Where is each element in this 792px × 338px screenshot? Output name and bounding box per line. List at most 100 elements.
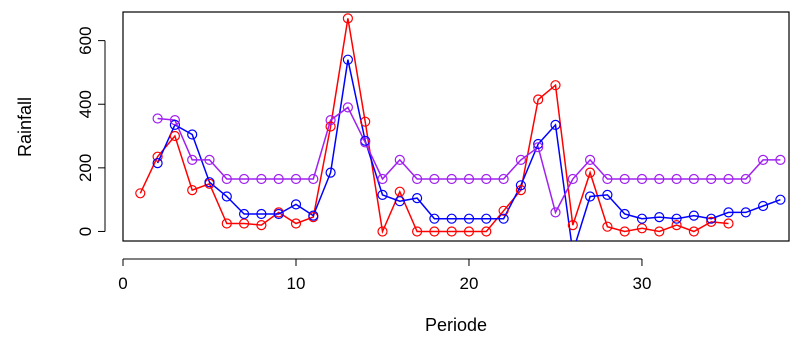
- series-1-point: [463, 226, 475, 237]
- series-2-point: [169, 119, 180, 131]
- series-3-point: [602, 173, 613, 185]
- series-3-point: [706, 173, 717, 185]
- series-3-point: [308, 173, 319, 185]
- series-1-point: [256, 220, 267, 231]
- series-1-point: [221, 218, 232, 229]
- series-2-point: [584, 191, 596, 202]
- series-1-point: [567, 220, 578, 231]
- y-tick-label: 600: [76, 26, 95, 54]
- series-3-point: [290, 173, 302, 185]
- series-1-point: [187, 185, 198, 196]
- y-tick-label: 200: [76, 154, 95, 182]
- series-1-point: [671, 220, 682, 231]
- series-3-point: [463, 173, 475, 185]
- series-3-point: [775, 154, 786, 165]
- x-tick-label: 30: [633, 274, 652, 293]
- series-1-point: [169, 130, 180, 142]
- series-2-point: [325, 167, 336, 178]
- series-3-point: [654, 173, 665, 185]
- series-2-point: [377, 189, 388, 200]
- series-3-point: [550, 207, 561, 218]
- series-2-point: [515, 180, 527, 191]
- series-3-point: [619, 173, 630, 185]
- series-2-point: [308, 210, 319, 221]
- x-tick-label: 10: [287, 274, 306, 293]
- series-line-2: [156, 59, 781, 241]
- series-2-point: [568, 248, 577, 257]
- series-3-point: [169, 114, 180, 126]
- series-2-point: [412, 193, 423, 204]
- series-2-point: [775, 194, 786, 205]
- x-tick-label: 20: [460, 274, 479, 293]
- series-1-point: [377, 226, 388, 237]
- series-2-point: [498, 213, 509, 224]
- series-2-point: [550, 119, 561, 131]
- series-2-point: [394, 196, 405, 207]
- series-1-point: [412, 226, 423, 237]
- series-2-point: [273, 208, 284, 220]
- series-2-point: [481, 213, 492, 224]
- series-3-point: [377, 173, 388, 185]
- series-3-point: [273, 173, 284, 185]
- series-2-point: [290, 199, 302, 210]
- x-tick-label: 0: [118, 274, 127, 293]
- series-1-point: [584, 167, 596, 178]
- series-1-point: [533, 94, 544, 105]
- series-3-point: [533, 142, 544, 153]
- series-1-point: [446, 226, 457, 237]
- series-3-point: [515, 154, 527, 165]
- series-2-point: [533, 138, 544, 150]
- series-2-point: [706, 213, 717, 224]
- series-3-point: [394, 154, 405, 165]
- series-1-point: [135, 188, 146, 199]
- series-2-point: [256, 208, 267, 220]
- series-3-point: [221, 173, 232, 185]
- series-3-point: [152, 113, 163, 124]
- series-1-point: [152, 151, 163, 162]
- series-2-point: [723, 207, 734, 218]
- series-2-point: [654, 212, 665, 223]
- series-3-point: [187, 154, 198, 165]
- series-3-point: [204, 154, 215, 165]
- series-3-point: [498, 173, 509, 185]
- series-3-point: [256, 173, 267, 185]
- series-1-point: [342, 13, 353, 24]
- series-1-point: [636, 223, 648, 234]
- series-1-point: [602, 221, 613, 232]
- series-line-3: [157, 106, 781, 215]
- series-1-point: [550, 80, 561, 91]
- series-3-point: [671, 173, 682, 185]
- series-2-point: [688, 210, 700, 221]
- series-1-point: [706, 216, 717, 227]
- series-2-point: [757, 200, 769, 212]
- series-points: [135, 13, 786, 257]
- series-3-point: [723, 173, 734, 185]
- series-2-point: [187, 129, 198, 140]
- series-3-point: [325, 114, 336, 126]
- series-2-point: [221, 191, 232, 202]
- series-3-point: [481, 173, 492, 185]
- series-3-point: [412, 173, 423, 185]
- series-2-point: [636, 213, 648, 224]
- series-2-point: [740, 207, 751, 218]
- series-3-point: [567, 173, 578, 185]
- series-1-point: [498, 205, 509, 216]
- series-1-point: [688, 226, 700, 237]
- series-2-point: [204, 177, 215, 188]
- series-2-point: [602, 189, 613, 200]
- series-lines: [139, 18, 781, 241]
- series-2-point: [463, 213, 475, 224]
- series-3-point: [360, 137, 371, 148]
- series-2-point: [239, 208, 250, 220]
- series-1-point: [481, 226, 492, 237]
- series-2-point: [342, 54, 353, 65]
- series-3-point: [584, 154, 596, 165]
- series-1-point: [619, 226, 630, 237]
- y-tick-label: 0: [76, 227, 95, 236]
- series-2-point: [619, 208, 630, 220]
- axes: 0 10 20 30 0 200 400 600: [76, 26, 651, 293]
- series-3-point: [446, 173, 457, 185]
- y-tick-label: 400: [76, 90, 95, 118]
- series-2-point: [152, 158, 163, 169]
